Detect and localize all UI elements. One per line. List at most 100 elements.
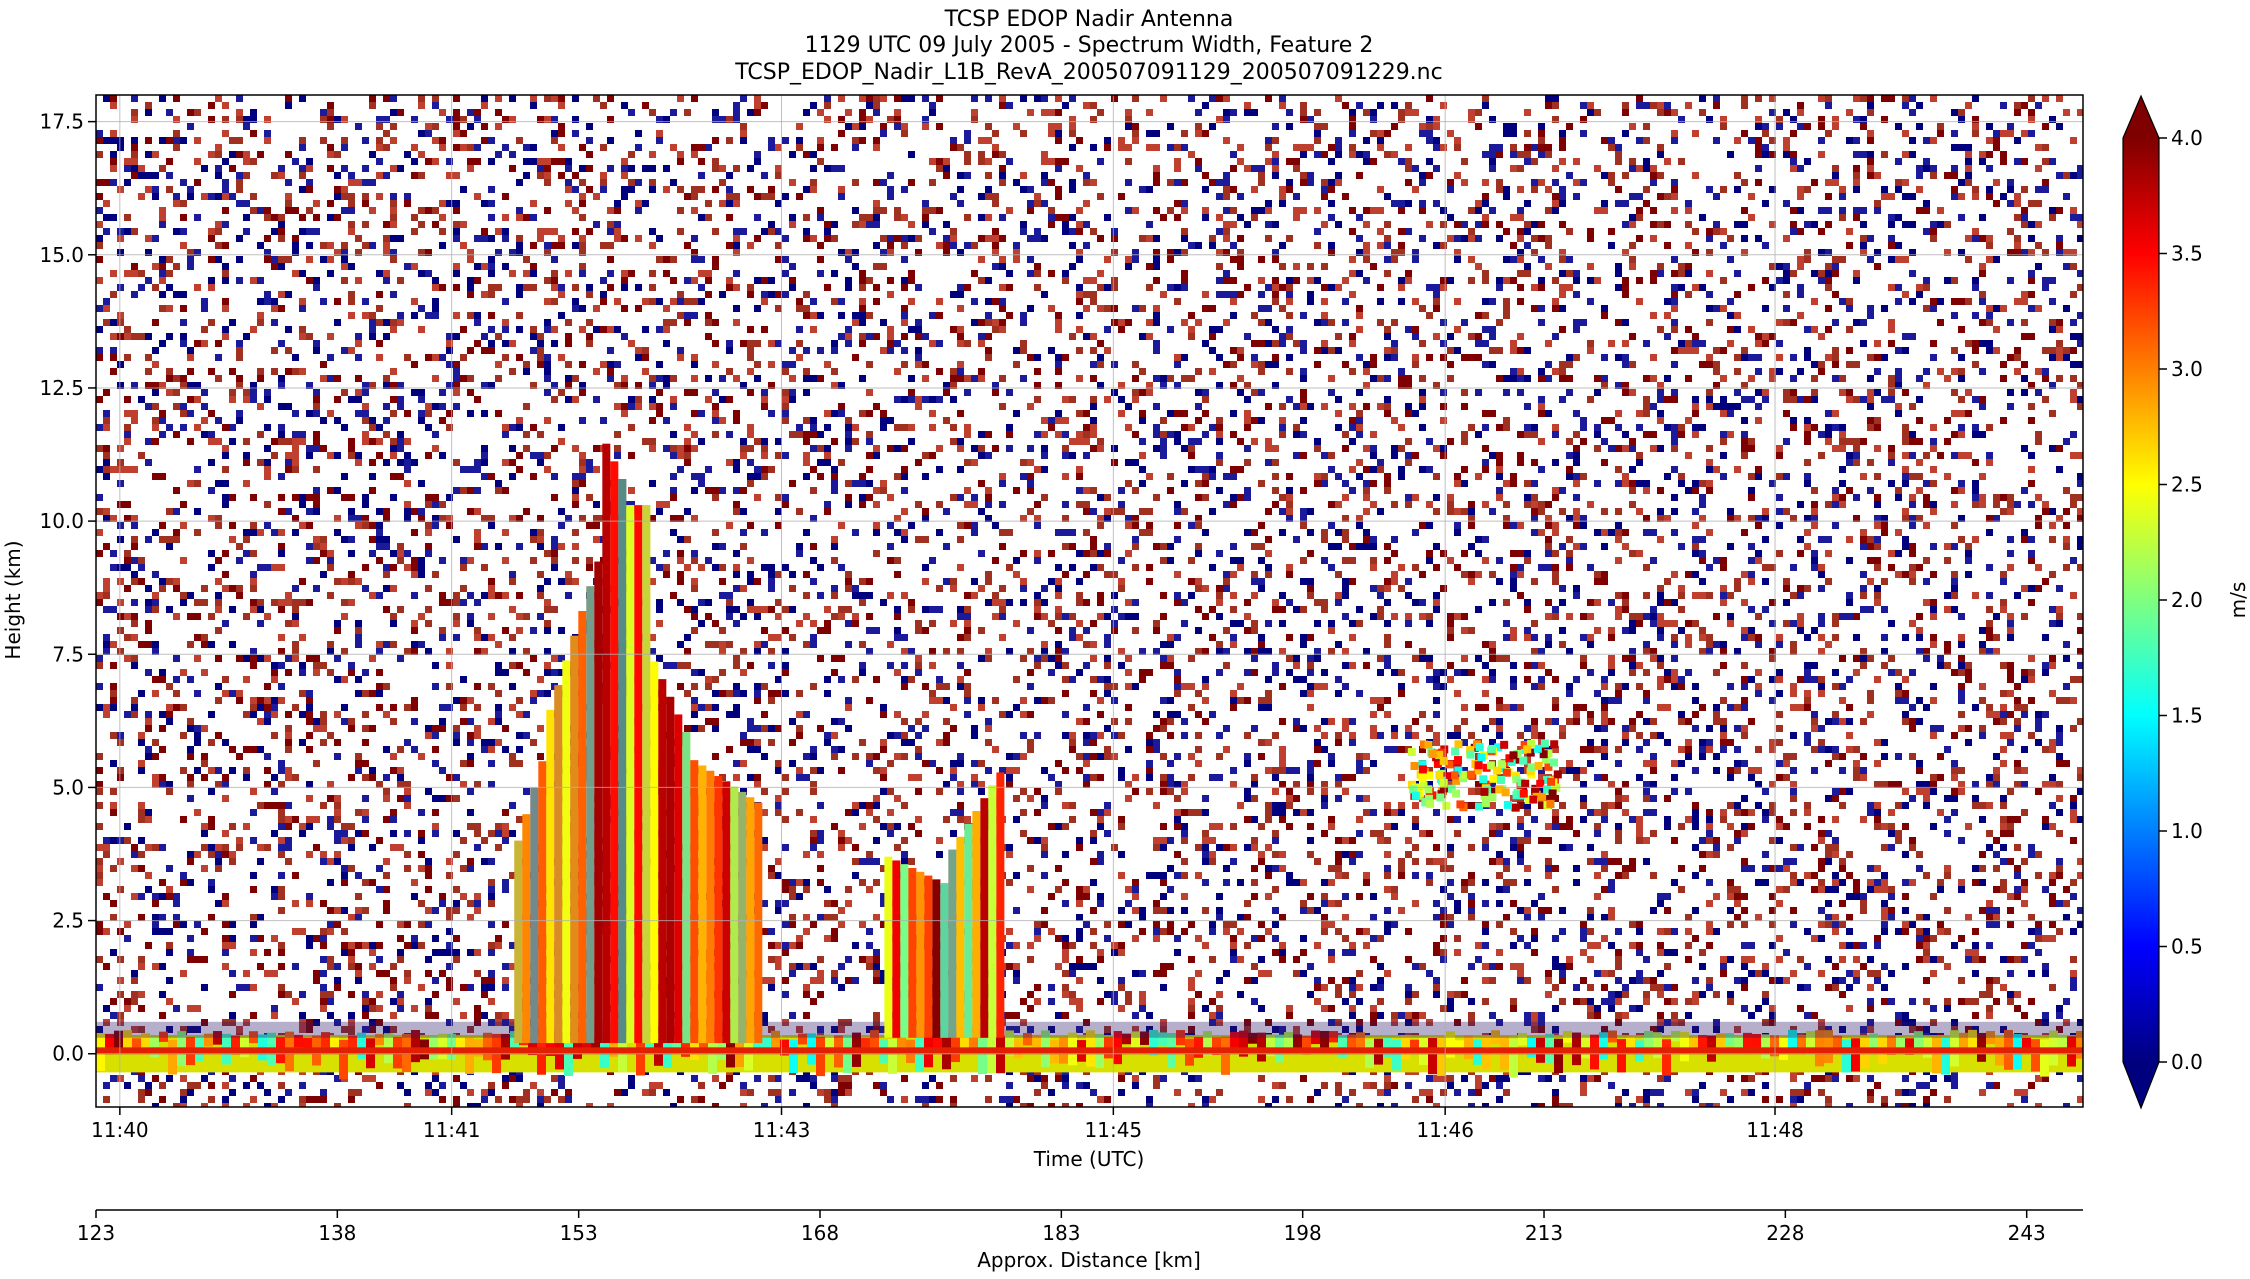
tower-streak: [674, 714, 682, 1043]
surface-return-cell: [1554, 1039, 1563, 1073]
surface-return-cell: [1851, 1038, 1860, 1071]
tower-streak: [658, 679, 666, 1043]
isolated-cell-pixel: [1493, 766, 1501, 774]
tower-streak: [666, 697, 674, 1043]
isolated-cell-pixel: [1549, 789, 1557, 797]
tower-streak: [610, 461, 618, 1043]
surface-return-cell: [1428, 1038, 1437, 1074]
colorbar-gradient: [2123, 138, 2159, 1062]
isolated-cell-pixel: [1554, 770, 1562, 778]
x-tick-label: 11:48: [1746, 1118, 1804, 1142]
surface-return-cell: [978, 1038, 987, 1074]
surface-return-cell: [744, 1040, 753, 1070]
tower-streak: [884, 857, 892, 1038]
tower-streak-alt: [988, 785, 996, 1037]
tower-streak: [980, 798, 988, 1038]
surface-return-cell: [1662, 1039, 1671, 1075]
y-tick-label: 2.5: [52, 909, 84, 933]
tower-streak-alt: [730, 787, 738, 1043]
isolated-cell-pixel: [1535, 762, 1543, 770]
tower-streak: [924, 876, 932, 1038]
surface-return-cell: [2031, 1039, 2040, 1071]
isolated-cell-pixel: [1436, 793, 1444, 801]
y-tick-label: 5.0: [52, 775, 84, 799]
isolated-cell-pixel: [1550, 759, 1558, 767]
isolated-cell-pixel: [1451, 747, 1459, 755]
isolated-cell-pixel: [1503, 769, 1511, 777]
title-line-3: TCSP_EDOP_Nadir_L1B_RevA_200507091129_20…: [734, 60, 1442, 85]
x-tick-label: 11:43: [753, 1118, 811, 1142]
isolated-cell-pixel: [1520, 790, 1528, 798]
isolated-cell-pixel: [1467, 751, 1475, 759]
tower-streak: [562, 660, 570, 1043]
tower-streak: [932, 879, 940, 1037]
isolated-cell-pixel: [1452, 790, 1460, 798]
plot-area: [96, 95, 2085, 1110]
surface-return-cell: [816, 1037, 825, 1076]
tower-streak: [706, 771, 714, 1043]
isolated-cell-pixel: [1538, 793, 1546, 801]
isolated-cell-pixel: [1435, 771, 1443, 779]
x-axis-label: Time (UTC): [1033, 1147, 1145, 1171]
tower-streak-alt: [940, 883, 948, 1038]
colorbar-tick-label: 2.5: [2171, 473, 2203, 497]
surface-return-cell: [2040, 1040, 2049, 1077]
x-tick-label: 11:45: [1085, 1118, 1143, 1142]
surface-return-cell: [1464, 1035, 1473, 1059]
surface-return-cell: [618, 1040, 627, 1072]
tower-streak: [714, 776, 722, 1043]
tower-streak: [698, 765, 706, 1043]
low-level-haze: [96, 1022, 2083, 1038]
y-axis-label: Height (km): [1, 540, 25, 659]
tower-streak: [972, 811, 980, 1038]
isolated-cell-pixel: [1536, 780, 1544, 788]
isolated-cell-pixel: [1512, 804, 1520, 812]
x-tick-label: 11:41: [423, 1118, 481, 1142]
surface-return-cell: [1761, 1034, 1770, 1058]
surface-return-cell: [564, 1039, 573, 1076]
isolated-cell-pixel: [1547, 778, 1555, 786]
surface-return-cell: [1338, 1035, 1347, 1058]
surface-return-cell: [465, 1038, 474, 1074]
x-tick-label: 11:40: [91, 1118, 149, 1142]
surface-return-cell: [888, 1039, 897, 1074]
tower-streak: [892, 860, 900, 1037]
colorbar-tick-label: 4.0: [2171, 126, 2203, 150]
surface-return-cell: [636, 1038, 645, 1076]
surface-return-cell: [501, 1034, 510, 1060]
isolated-cell-pixel: [1454, 740, 1462, 748]
isolated-cell-pixel: [1440, 779, 1448, 787]
colorbar-tick-label: 2.0: [2171, 588, 2203, 612]
isolated-cell-pixel: [1497, 776, 1505, 784]
tower-streak: [650, 661, 658, 1043]
tower-streak: [578, 611, 586, 1043]
tower-streak-alt: [554, 685, 562, 1043]
tower-streak-alt: [626, 505, 634, 1043]
surface-return-cell: [789, 1040, 798, 1073]
isolated-cell-pixel: [1424, 785, 1432, 793]
isolated-cell-pixel: [1478, 753, 1486, 761]
tower-streak: [634, 505, 642, 1043]
title-line-2: 1129 UTC 09 July 2005 - Spectrum Width, …: [805, 33, 1374, 58]
colorbar-tick-label: 3.0: [2171, 357, 2203, 381]
tower-streak-alt: [530, 788, 538, 1043]
isolated-cell-pixel: [1442, 802, 1450, 810]
isolated-cell-pixel: [1425, 741, 1433, 749]
surface-return-cell: [762, 1038, 771, 1048]
surface-return-cell: [537, 1039, 546, 1074]
isolated-cell-pixel: [1479, 775, 1487, 783]
surface-return-cell: [339, 1040, 348, 1079]
surface-return-cell: [969, 1037, 978, 1049]
tower-streak: [722, 781, 730, 1043]
isolated-cell-pixel: [1418, 773, 1426, 781]
isolated-cell-pixel: [1509, 751, 1517, 759]
tower-streak: [690, 760, 698, 1043]
tower-streak-alt: [682, 732, 690, 1043]
x2-tick-label: 123: [77, 1221, 115, 1245]
x2-tick-label: 153: [560, 1221, 598, 1245]
colorbar-extend-max: [2123, 96, 2159, 138]
surface-return-cell: [1392, 1040, 1401, 1071]
